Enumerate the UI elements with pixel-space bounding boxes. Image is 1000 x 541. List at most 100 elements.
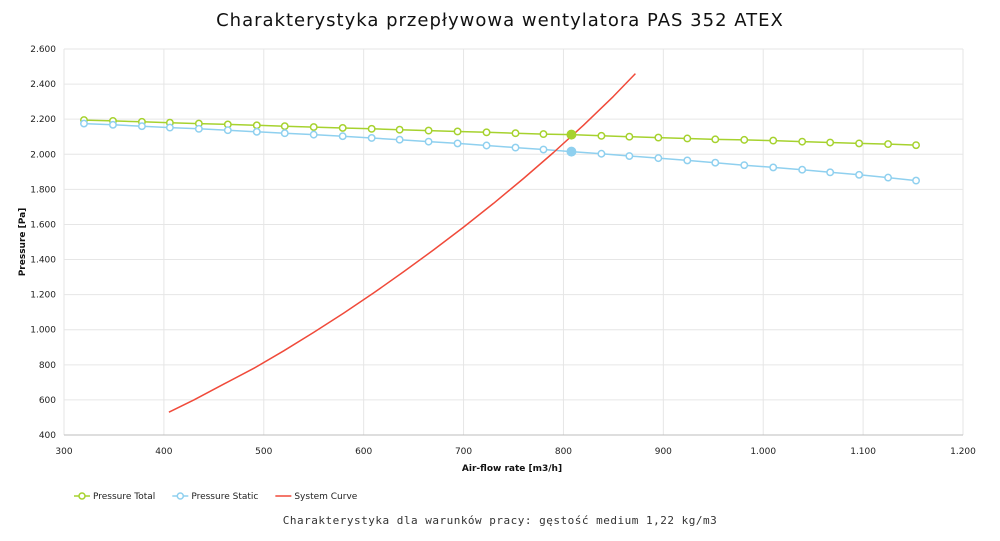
x-tick-label: 800 [555, 447, 572, 457]
data-point [424, 137, 433, 146]
legend-label: System Curve [294, 492, 357, 502]
y-axis-label: Pressure [Pa] [18, 208, 28, 277]
y-tick-label: 400 [39, 431, 56, 441]
data-point [711, 158, 720, 167]
data-point [395, 125, 404, 134]
data-point [740, 161, 749, 170]
legend-label: Pressure Total [93, 492, 155, 502]
y-tick-label: 800 [39, 361, 56, 371]
x-tick-label: 1.100 [850, 447, 876, 457]
data-point [309, 130, 318, 139]
grid [63, 48, 964, 436]
data-point [424, 126, 433, 135]
data-point [884, 140, 893, 149]
data-point [309, 123, 318, 132]
conditions-note: Charakterystyka dla warunków pracy: gęst… [282, 514, 718, 527]
y-tick-label: 1.000 [30, 326, 56, 336]
data-point [912, 141, 921, 150]
x-tick-label: 1.000 [750, 447, 776, 457]
chart-title: Charakterystyka przepływowa wentylatora … [216, 10, 784, 31]
series-pressure-static [80, 119, 921, 185]
data-point [683, 134, 692, 143]
y-axis-ticks: 400 600 800 1.000 1.200 1.400 1.600 1.800 2.000 2… [30, 45, 56, 441]
data-point [395, 135, 404, 144]
data-point [625, 152, 634, 160]
x-tick-label: 300 [55, 447, 72, 457]
y-tick-label: 600 [39, 396, 56, 406]
legend: Pressure Total Pressure Static System Curv… [74, 492, 358, 502]
data-point [884, 173, 893, 182]
operating-point-pressure-total [566, 129, 577, 140]
legend-item-system-curve: System Curve [275, 492, 358, 502]
legend-label: Pressure Static [191, 492, 258, 502]
data-point [194, 124, 203, 133]
y-tick-label: 2.000 [30, 150, 56, 160]
data-point [826, 168, 835, 177]
data-point [482, 128, 491, 137]
data-point [597, 149, 606, 158]
series-pressure-total [80, 116, 921, 150]
data-point [453, 127, 462, 136]
data-point [280, 129, 289, 138]
data-point [108, 120, 117, 129]
legend-swatch-marker [78, 492, 86, 500]
data-point [338, 132, 347, 141]
data-point [453, 139, 462, 148]
data-point [223, 126, 232, 135]
legend-swatch-marker [176, 492, 185, 500]
data-point [539, 145, 548, 154]
x-axis-label: Air-flow rate [m3/h] [462, 464, 562, 474]
data-point [912, 176, 921, 185]
x-tick-label: 500 [255, 447, 272, 457]
operating-points [566, 129, 577, 157]
x-tick-label: 1.200 [950, 447, 976, 457]
data-point [798, 137, 807, 146]
y-tick-label: 1.800 [30, 185, 56, 195]
series-line-pressure-total [83, 119, 917, 146]
series-line-system-curve [168, 73, 636, 413]
data-point [137, 122, 146, 131]
data-point [740, 135, 749, 144]
y-tick-label: 1.200 [30, 291, 56, 301]
data-point [597, 131, 606, 140]
data-point [367, 134, 376, 142]
data-point [252, 127, 261, 136]
x-tick-label: 600 [355, 447, 372, 457]
data-point [654, 133, 663, 142]
data-point [798, 165, 807, 174]
data-point [826, 138, 835, 147]
data-point [855, 139, 864, 148]
series-line-pressure-static [83, 122, 917, 182]
y-tick-label: 2.400 [30, 80, 56, 90]
legend-item-pressure-static: Pressure Static [172, 492, 258, 502]
data-point [855, 170, 864, 179]
data-point [165, 123, 174, 132]
series-system-curve [168, 73, 636, 413]
data-point [511, 143, 520, 152]
y-tick-label: 2.600 [30, 45, 56, 55]
data-point [80, 119, 88, 128]
data-point [482, 141, 491, 150]
x-tick-label: 400 [155, 447, 172, 457]
data-point [769, 136, 778, 145]
legend-item-pressure-total: Pressure Total [74, 492, 155, 502]
y-tick-label: 2.200 [30, 115, 56, 125]
data-point [338, 124, 347, 132]
data-point [654, 154, 663, 163]
y-tick-label: 1.600 [30, 220, 56, 230]
data-point [625, 132, 634, 141]
y-tick-label: 1.400 [30, 256, 56, 266]
series-layer [80, 73, 921, 413]
data-point [367, 124, 376, 133]
x-tick-label: 700 [455, 447, 472, 457]
data-point [252, 121, 261, 130]
data-point [711, 135, 720, 144]
data-point [511, 129, 520, 138]
operating-point-pressure-static [566, 146, 577, 157]
x-axis-ticks: 300 400 500 600 700 800 900 1.000 1.100 1.200 [55, 447, 976, 457]
data-point [683, 156, 692, 165]
data-point [280, 122, 289, 131]
data-point [769, 163, 778, 172]
x-tick-label: 900 [655, 447, 672, 457]
